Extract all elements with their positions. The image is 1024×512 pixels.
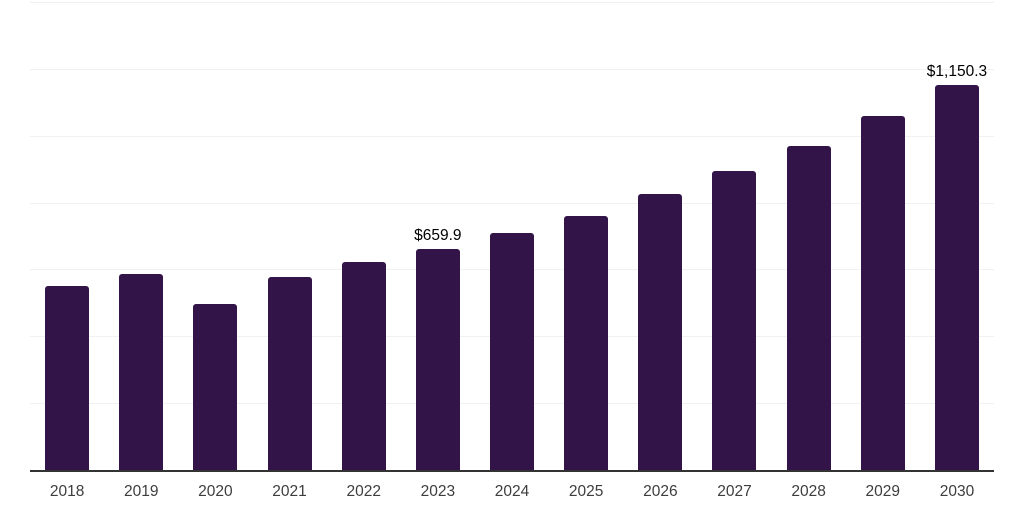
bar-slot-2022 (327, 2, 401, 470)
bar-value-label-2023: $659.9 (414, 226, 462, 244)
gridline-1400 (30, 2, 994, 3)
x-tick-2024: 2024 (494, 483, 530, 500)
x-tick-2019: 2019 (123, 483, 159, 500)
bar-slot-2019 (104, 2, 178, 470)
x-tick-2027: 2027 (717, 483, 752, 500)
bar-slot-2024 (475, 2, 549, 470)
gridline-1200 (30, 68, 994, 70)
bar-2030 (934, 85, 979, 470)
bar-value-label-2030: $1,150.3 (926, 62, 988, 80)
plot-area: $659.9 $1,150.3 (30, 2, 994, 472)
x-tick-2030: 2030 (939, 483, 975, 500)
x-tick-2028: 2028 (791, 483, 826, 500)
bar-2023 (415, 249, 460, 470)
bar-slot-2030: $1,150.3 (920, 2, 994, 470)
x-tick-2023: 2023 (420, 483, 456, 500)
x-axis-labels: 2018 2019 2020 2021 2022 2023 2024 2025 2026 2027… (30, 483, 994, 501)
x-tick-2022: 2022 (346, 483, 381, 500)
bars-container: $659.9 $1,150.3 (30, 2, 994, 470)
bar-2022 (341, 262, 386, 470)
bar-2026 (638, 194, 683, 470)
bar-2019 (119, 274, 164, 470)
bar-slot-2027 (697, 2, 771, 470)
x-tick-2029: 2029 (865, 483, 901, 500)
bar-slot-2025 (549, 2, 623, 470)
bar-2018 (45, 286, 90, 470)
bar-slot-2028 (772, 2, 846, 470)
x-tick-2018: 2018 (49, 483, 85, 500)
bar-slot-2023: $659.9 (401, 2, 475, 470)
bar-slot-2021 (252, 2, 326, 470)
bar-slot-2020 (178, 2, 252, 470)
bar-2028 (786, 146, 831, 470)
x-tick-2021: 2021 (272, 483, 307, 500)
x-tick-2026: 2026 (643, 483, 678, 500)
gridline-1000 (30, 135, 994, 137)
x-tick-2020: 2020 (198, 483, 233, 500)
bar-2029 (860, 116, 905, 470)
bar-slot-2026 (623, 2, 697, 470)
bar-slot-2018 (30, 2, 104, 470)
gridline-800 (30, 202, 994, 204)
bar-2020 (193, 303, 238, 470)
bar-2027 (712, 170, 757, 470)
bar-2024 (490, 233, 535, 470)
x-tick-2025: 2025 (568, 483, 604, 500)
bar-2021 (267, 277, 312, 470)
bar-slot-2029 (846, 2, 920, 470)
bar-2025 (564, 215, 609, 470)
